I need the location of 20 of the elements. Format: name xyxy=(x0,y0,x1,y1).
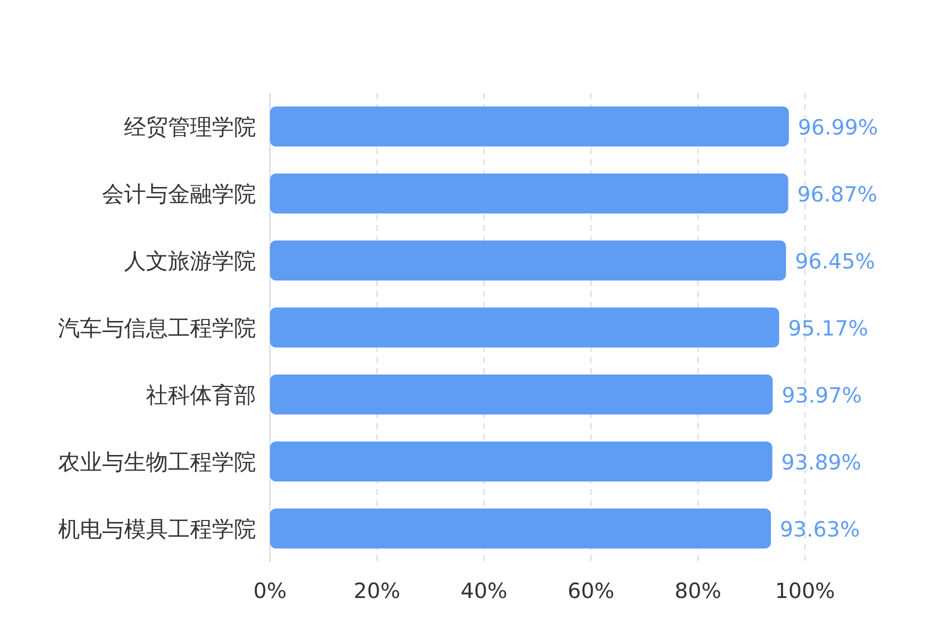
data-label: 93.97% xyxy=(782,384,862,408)
x-tick-label: 40% xyxy=(460,579,508,603)
x-tick-label: 60% xyxy=(568,579,614,603)
x-tick-label: 80% xyxy=(674,579,722,603)
data-label: 96.87% xyxy=(797,182,878,206)
x-tick-label: 0% xyxy=(253,579,287,603)
data-label: 96.99% xyxy=(798,116,878,140)
y-tick-label: 机电与模具工程学院 xyxy=(58,518,256,542)
data-label: 93.63% xyxy=(780,518,860,542)
y-tick-label: 经贸管理学院 xyxy=(124,116,256,140)
data-label: 96.45% xyxy=(795,250,876,274)
y-tick-label: 农业与生物工程学院 xyxy=(58,450,256,476)
y-tick-label: 社科体育部 xyxy=(146,382,256,408)
y-tick-label: 人文旅游学院 xyxy=(124,250,256,274)
data-label: 93.89% xyxy=(781,450,862,474)
y-tick-label: 汽车与信息工程学院 xyxy=(58,316,256,342)
data-label: 95.17% xyxy=(788,316,868,340)
x-tick-label: 20% xyxy=(354,579,400,603)
y-tick-label: 会计与金融学院 xyxy=(102,182,256,208)
x-tick-label: 100% xyxy=(774,579,836,603)
